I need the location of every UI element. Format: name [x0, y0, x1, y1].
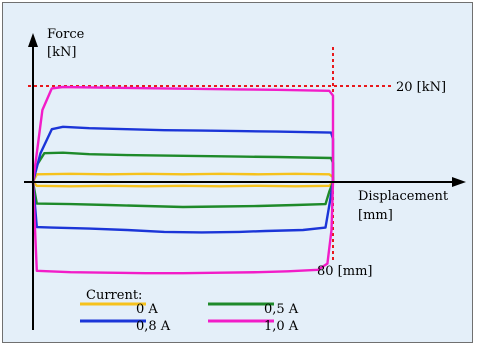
x-axis-arrow-icon — [452, 177, 466, 187]
legend-label-2: 0,8 A — [136, 319, 171, 334]
series-group — [31, 85, 335, 275]
reference-label-20kn: 20 [kN] — [396, 80, 446, 95]
y-axis-unit: [kN] — [47, 45, 76, 60]
legend-label-3: 1,0 A — [264, 319, 299, 334]
y-axis-arrow-icon — [28, 33, 38, 47]
legend: 0 A 0,5 A 0,8 A 1,0 A — [80, 302, 299, 334]
legend-label-1: 0,5 A — [264, 302, 299, 317]
chart-frame — [2, 2, 473, 343]
series-line-3 — [31, 85, 335, 275]
x-axis-unit: [mm] — [358, 208, 393, 223]
series-line-1 — [31, 151, 335, 209]
x-axis-label: Displacement — [358, 189, 449, 204]
series-line-0 — [31, 172, 335, 188]
series-line-2 — [31, 125, 335, 234]
legend-label-0: 0 A — [136, 302, 158, 317]
reference-label-80mm: 80 [mm] — [317, 264, 372, 279]
y-axis-label: Force — [47, 27, 85, 42]
legend-title: Current: — [86, 288, 142, 303]
